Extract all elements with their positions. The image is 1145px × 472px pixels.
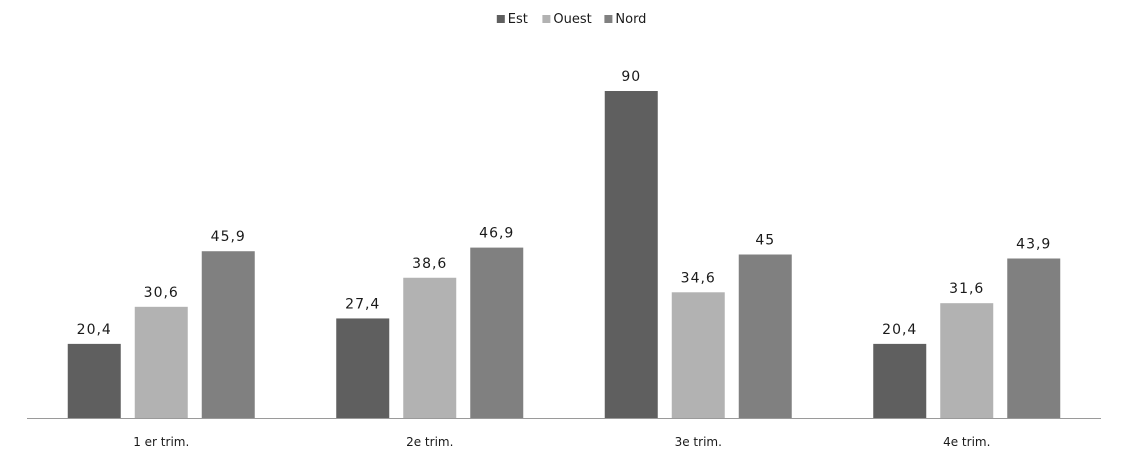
data-label-ouest-1: 30,6 <box>144 285 179 301</box>
data-label-est-1: 20,4 <box>77 322 112 338</box>
bar-ouest-4 <box>940 303 994 418</box>
bar-nord-4 <box>1007 258 1061 418</box>
data-label-est-2: 27,4 <box>345 296 380 312</box>
bar-nord-2 <box>470 247 524 418</box>
bar-est-2 <box>336 318 390 418</box>
bar-nord-1 <box>201 251 255 418</box>
bar-nord-3 <box>738 254 792 418</box>
bar-series <box>67 91 1061 418</box>
x-axis-tick-labels: 1 er trim. 2e trim. 3e trim. 4e trim. <box>133 435 990 449</box>
x-tick-label-1: 1 er trim. <box>133 435 189 449</box>
legend-swatch-est <box>496 15 505 23</box>
chart-legend: Est Ouest Nord <box>496 12 646 27</box>
bar-est-4 <box>873 343 927 418</box>
legend-label-ouest: Ouest <box>553 12 591 27</box>
data-label-ouest-4: 31,6 <box>949 281 984 297</box>
legend-item-nord: Nord <box>604 12 646 27</box>
legend-label-nord: Nord <box>615 12 646 27</box>
bar-ouest-2 <box>403 277 457 418</box>
legend-swatch-ouest <box>542 15 551 23</box>
data-label-nord-4: 43,9 <box>1016 236 1051 252</box>
bar-ouest-3 <box>671 292 725 418</box>
data-label-nord-2: 46,9 <box>479 226 514 242</box>
bar-est-3 <box>604 91 658 418</box>
data-label-est-4: 20,4 <box>882 322 917 338</box>
data-label-ouest-3: 34,6 <box>681 270 716 286</box>
legend-label-est: Est <box>508 12 528 27</box>
data-labels: 20,4 30,6 45,9 27,4 38,6 46,9 90 34,6 45 20,4 31,6… <box>77 69 1051 338</box>
data-label-nord-1: 45,9 <box>211 229 246 245</box>
legend-swatch-nord <box>604 15 613 23</box>
x-tick-label-2: 2e trim. <box>406 435 453 449</box>
data-label-ouest-2: 38,6 <box>412 256 447 272</box>
legend-item-est: Est <box>496 12 528 27</box>
x-tick-label-3: 3e trim. <box>675 435 722 449</box>
x-tick-label-4: 4e trim. <box>943 435 990 449</box>
legend-item-ouest: Ouest <box>542 12 592 27</box>
bar-est-1 <box>67 343 121 418</box>
data-label-nord-3: 45 <box>755 233 775 249</box>
bar-ouest-1 <box>134 306 188 418</box>
data-label-est-3: 90 <box>621 69 641 85</box>
